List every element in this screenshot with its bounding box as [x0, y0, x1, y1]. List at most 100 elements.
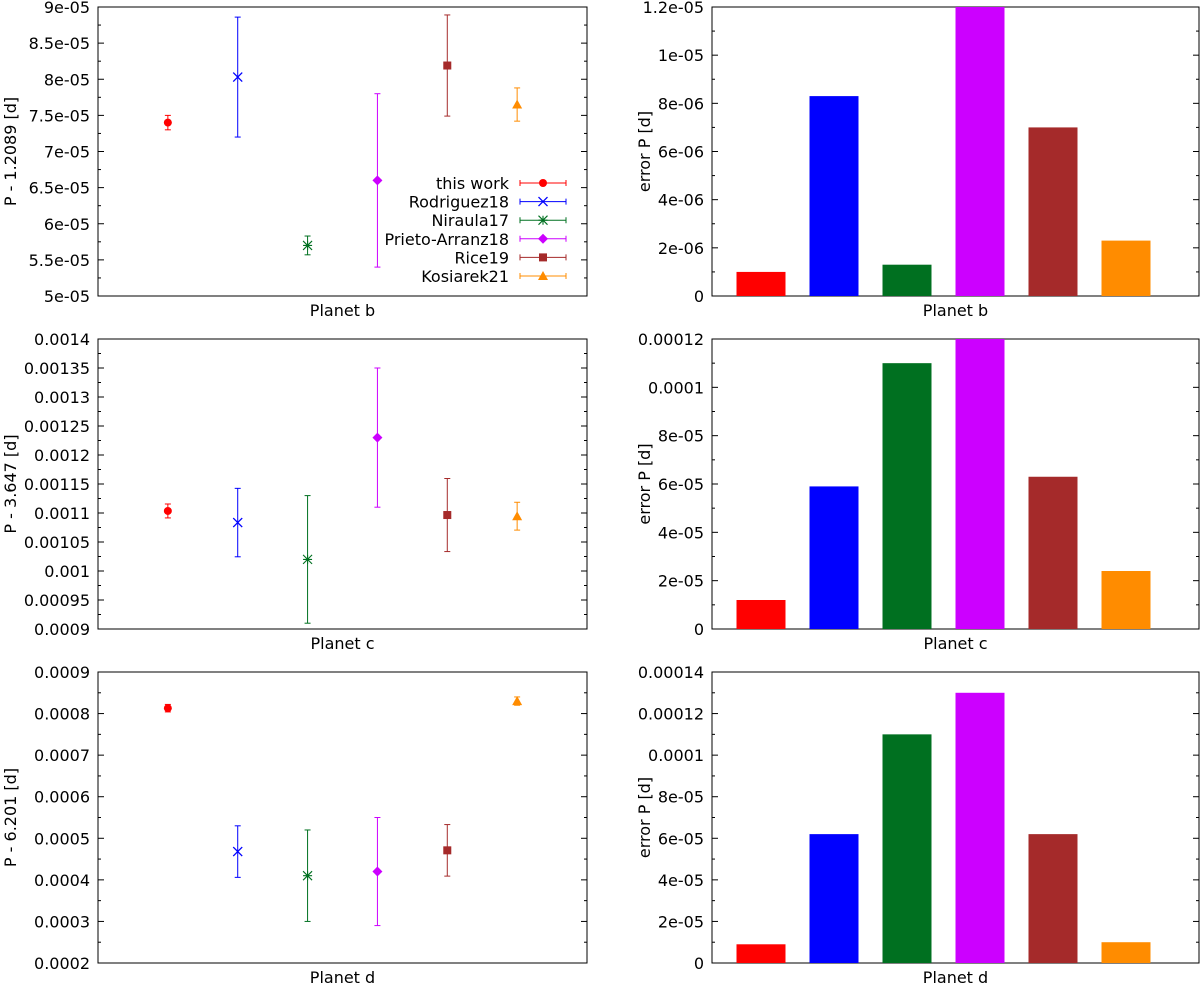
y-tick-label: 0.00105 [24, 533, 90, 552]
y-tick-label: 0.0001 [648, 746, 704, 765]
legend-entry: Rodriguez18 [409, 193, 567, 212]
panel-5: 0 2e-05 4e-05 6e-05 8e-05 0.0001 0.00012 0.0001… [635, 663, 1200, 983]
legend-label: Prieto-Arranz18 [384, 230, 509, 249]
y-tick-label: 4e-05 [658, 523, 704, 542]
data-point-niraula17 [302, 829, 313, 922]
y-tick-label: 0.0001 [648, 378, 704, 397]
y-tick-label: 8e-06 [658, 94, 704, 113]
panel-3: 0 2e-05 4e-05 6e-05 8e-05 0.0001 0.00012 Planet… [635, 330, 1200, 653]
data-point-rodriguez18 [232, 16, 243, 138]
legend-marker [538, 196, 548, 207]
bar-this-work [736, 944, 786, 963]
data-marker [443, 511, 452, 520]
y-tick-label: 2e-06 [658, 239, 704, 258]
bar-rice19 [1028, 834, 1078, 963]
y-tick-label: 4e-05 [658, 871, 704, 890]
y-tick-label: 8e-05 [44, 70, 90, 89]
data-point-rodriguez18 [232, 825, 243, 878]
y-axis-label: P - 1.2089 [d] [1, 97, 20, 206]
panel-2: 0.0009 0.00095 0.001 0.00105 0.0011 0.00115 0.… [1, 330, 588, 653]
bar-this-work [736, 271, 786, 296]
data-marker [302, 870, 313, 881]
x-axis-label: Planet b [923, 301, 988, 320]
y-tick-label: 0.00012 [638, 330, 704, 349]
legend-marker [538, 233, 548, 244]
y-tick-label: 0.0006 [34, 788, 90, 807]
bar-niraula17 [882, 363, 932, 629]
x-axis-label: Planet b [310, 301, 375, 320]
legend-entry: Prieto-Arranz18 [384, 230, 567, 249]
data-point-kosiarek21 [512, 696, 523, 706]
bar-rodriguez18 [809, 834, 859, 963]
data-marker [232, 72, 243, 83]
data-point-kosiarek21 [512, 87, 523, 122]
y-tick-label: 8.5e-05 [29, 34, 90, 53]
panel-1: 0 2e-06 4e-06 6e-06 8e-06 1e-05 1.2e-05 Planet … [635, 0, 1200, 320]
y-tick-label: 0.00135 [24, 359, 90, 378]
legend-marker [538, 215, 548, 226]
data-point-rice19 [443, 477, 452, 553]
bar-prieto-arranz18 [955, 7, 1005, 296]
y-tick-label: 0.0013 [34, 388, 90, 407]
bar-rice19 [1028, 476, 1078, 629]
bar-prieto-arranz18 [955, 692, 1005, 963]
data-point-niraula17 [302, 235, 313, 256]
plot-frame [97, 671, 588, 964]
legend-marker [539, 253, 547, 262]
legend-marker [539, 179, 547, 187]
legend-label: Niraula17 [431, 211, 509, 230]
data-point-rice19 [443, 824, 452, 877]
y-axis-label: error P [d] [635, 111, 654, 192]
y-tick-label: 0.0004 [34, 871, 90, 890]
y-tick-label: 0.0002 [34, 954, 90, 973]
y-tick-label: 7.5e-05 [29, 106, 90, 125]
data-marker [512, 696, 523, 706]
data-marker [372, 432, 383, 443]
y-tick-label: 6e-05 [658, 475, 704, 494]
legend-entry: Niraula17 [431, 211, 567, 230]
y-tick-label: 2e-05 [658, 572, 704, 591]
y-tick-label: 0.00014 [638, 663, 704, 682]
legend-label: Rodriguez18 [409, 193, 509, 212]
y-tick-label: 0.0012 [34, 446, 90, 465]
y-tick-label: 6e-05 [44, 215, 90, 234]
y-tick-label: 0.0009 [34, 663, 90, 682]
y-tick-label: 6e-06 [658, 143, 704, 162]
data-marker [163, 506, 172, 515]
data-marker [512, 99, 523, 109]
y-tick-label: 0.0011 [34, 504, 90, 523]
y-tick-label: 6e-05 [658, 829, 704, 848]
y-tick-label: 8e-05 [658, 788, 704, 807]
legend-label: Kosiarek21 [421, 267, 509, 286]
data-marker [232, 846, 243, 857]
y-tick-label: 0.00095 [24, 591, 90, 610]
bar-rodriguez18 [809, 96, 859, 296]
data-marker [302, 554, 313, 565]
data-point-prieto-arranz18 [372, 367, 383, 508]
y-tick-label: 0.0014 [34, 330, 90, 349]
bar-this-work [736, 600, 786, 629]
data-marker [163, 118, 172, 127]
data-point-kosiarek21 [512, 501, 523, 531]
y-tick-label: 0 [694, 620, 704, 639]
y-tick-label: 5.5e-05 [29, 251, 90, 270]
legend-label: Rice19 [454, 248, 509, 267]
y-tick-label: 0.0007 [34, 746, 90, 765]
data-point-this-work [163, 703, 172, 713]
y-tick-label: 0.00115 [24, 475, 90, 494]
bar-niraula17 [882, 734, 932, 963]
bar-niraula17 [882, 264, 932, 296]
legend-entry: Kosiarek21 [421, 267, 567, 286]
data-point-prieto-arranz18 [372, 93, 383, 268]
data-marker [372, 175, 383, 186]
x-axis-label: Planet d [923, 968, 988, 983]
legend-marker [538, 271, 548, 280]
data-point-rice19 [443, 14, 452, 117]
bar-kosiarek21 [1101, 942, 1151, 963]
y-axis-label: P - 6.201 [d] [1, 768, 20, 867]
y-tick-label: 0.0003 [34, 912, 90, 931]
y-tick-label: 2e-05 [658, 912, 704, 931]
panel-0: 5e-05 5.5e-05 6e-05 6.5e-05 7e-05 7.5e-05 8e-0… [1, 0, 588, 320]
y-axis-label: error P [d] [635, 443, 654, 524]
